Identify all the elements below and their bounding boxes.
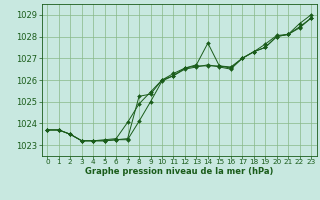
- X-axis label: Graphe pression niveau de la mer (hPa): Graphe pression niveau de la mer (hPa): [85, 167, 273, 176]
